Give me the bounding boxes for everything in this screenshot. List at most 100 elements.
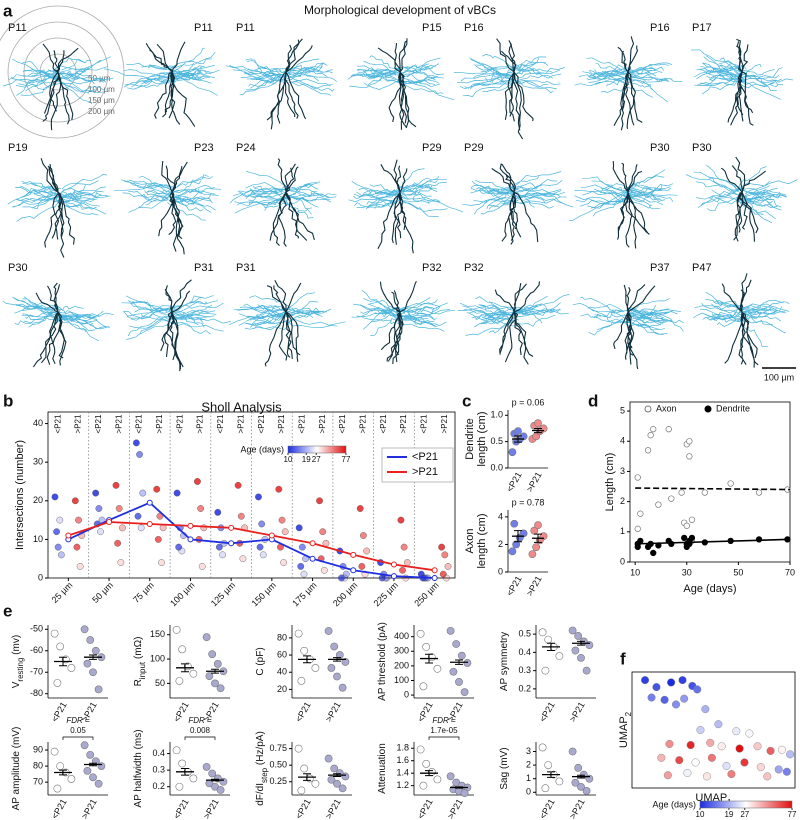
x-tick-label: >P21 — [79, 797, 98, 820]
neuron-label: P16 — [464, 22, 484, 34]
neuron-label: P11 — [194, 22, 213, 34]
neuron-axon — [2, 56, 114, 105]
x-tick-label: <P21 — [504, 574, 523, 597]
colorbar-label: Age (days) — [652, 799, 696, 809]
data-point — [139, 489, 147, 497]
data-point — [655, 501, 662, 508]
neuron-label: P29 — [422, 142, 442, 154]
data-point — [173, 489, 181, 497]
neuron-dendrite — [496, 38, 534, 140]
data-point — [508, 547, 517, 556]
data-point — [153, 485, 161, 493]
y-tick-label: 40 — [33, 418, 43, 428]
data-point — [97, 528, 104, 536]
data-point — [112, 481, 120, 489]
y-tick-label: -50 — [30, 624, 43, 634]
data-point — [172, 625, 181, 634]
y-tick-label: 4 — [498, 511, 503, 521]
neuron-axon — [457, 294, 570, 336]
label-part: (mΩ) — [133, 637, 144, 662]
data-point — [83, 767, 92, 775]
neuron-dendrite — [42, 43, 79, 131]
data-point — [452, 640, 461, 648]
data-point — [189, 774, 198, 783]
data-point — [463, 659, 472, 667]
y-axis-label: Dendrite — [464, 418, 476, 460]
panel-letter: b — [3, 391, 13, 410]
error-bar — [59, 656, 67, 667]
x-axis-label: Age (days) — [683, 583, 736, 595]
x-tick-label: >P21 — [567, 797, 586, 820]
neuron-axon — [2, 296, 114, 342]
data-point — [419, 781, 428, 790]
y-axis-label: length (cm) — [476, 513, 488, 568]
panel-letter: c — [462, 391, 471, 410]
data-point — [89, 773, 97, 782]
data-point — [259, 551, 267, 559]
neuron-label: P30 — [692, 142, 712, 154]
annotation: 0.008 — [190, 726, 211, 735]
group-label: <P21 — [257, 414, 266, 433]
data-point — [56, 642, 65, 651]
y-axis-label: AP symmetry — [499, 632, 510, 691]
data-point — [356, 505, 364, 512]
x-tick-label: 75 µm — [131, 580, 156, 605]
group-label: <P21 — [338, 414, 347, 433]
data-point — [433, 664, 442, 673]
plot-frame — [629, 401, 791, 563]
y-axis-label: AP amplitude (mV) — [11, 727, 22, 811]
series-marker — [431, 575, 438, 581]
series-marker — [228, 524, 235, 531]
data-point — [641, 676, 650, 685]
legend-label: <P21 — [412, 451, 438, 463]
error-bar — [514, 435, 522, 443]
data-point — [54, 543, 62, 551]
y-tick-label: 1 — [526, 773, 531, 783]
data-point — [298, 543, 306, 551]
neuron-dendrite — [727, 38, 754, 126]
figure-title: Morphological development of vBCs — [304, 3, 496, 17]
neuron-dendrite — [377, 38, 417, 130]
x-tick-label: <P21 — [504, 470, 523, 493]
data-point — [189, 669, 198, 678]
x-tick-label: <P21 — [293, 797, 312, 820]
data-point — [154, 535, 162, 543]
data-point — [460, 789, 469, 798]
data-point — [538, 743, 547, 752]
data-point — [115, 505, 123, 512]
panel-letter: a — [3, 1, 13, 20]
data-point — [234, 481, 242, 489]
y-tick-label: -70 — [30, 667, 43, 677]
data-point — [198, 563, 206, 570]
data-point — [403, 559, 411, 566]
error-bar — [89, 654, 97, 660]
data-point — [119, 524, 126, 532]
data-point — [67, 775, 76, 783]
data-point — [766, 746, 775, 755]
data-point — [717, 742, 726, 751]
neuron-dendrite — [269, 158, 315, 247]
colorbar-tick-label: 19 — [724, 810, 733, 819]
colorbar-tick-label: 77 — [342, 455, 351, 464]
data-point — [763, 772, 772, 781]
data-point — [92, 489, 100, 497]
y-tick-label: 20 — [33, 495, 43, 505]
y-tick-label: 0 — [38, 572, 43, 582]
data-point — [722, 761, 731, 770]
data-point — [399, 566, 406, 574]
label-part: R — [133, 679, 144, 686]
sholl-circle — [0, 5, 125, 139]
y-tick-label: 3 — [620, 466, 625, 476]
data-point — [441, 551, 449, 559]
data-point — [686, 438, 693, 445]
x-tick-label: 125 µm — [209, 580, 237, 608]
sholl-circles — [0, 5, 125, 139]
x-tick-label: 150 µm — [250, 580, 278, 608]
x-tick-label: >P21 — [323, 700, 342, 723]
label-part: C (pF) — [255, 647, 266, 675]
neuron-label: P30 — [650, 142, 670, 154]
data-point — [696, 726, 705, 735]
data-point — [50, 747, 59, 756]
data-point — [341, 772, 350, 781]
group-label: <P21 — [297, 414, 306, 433]
